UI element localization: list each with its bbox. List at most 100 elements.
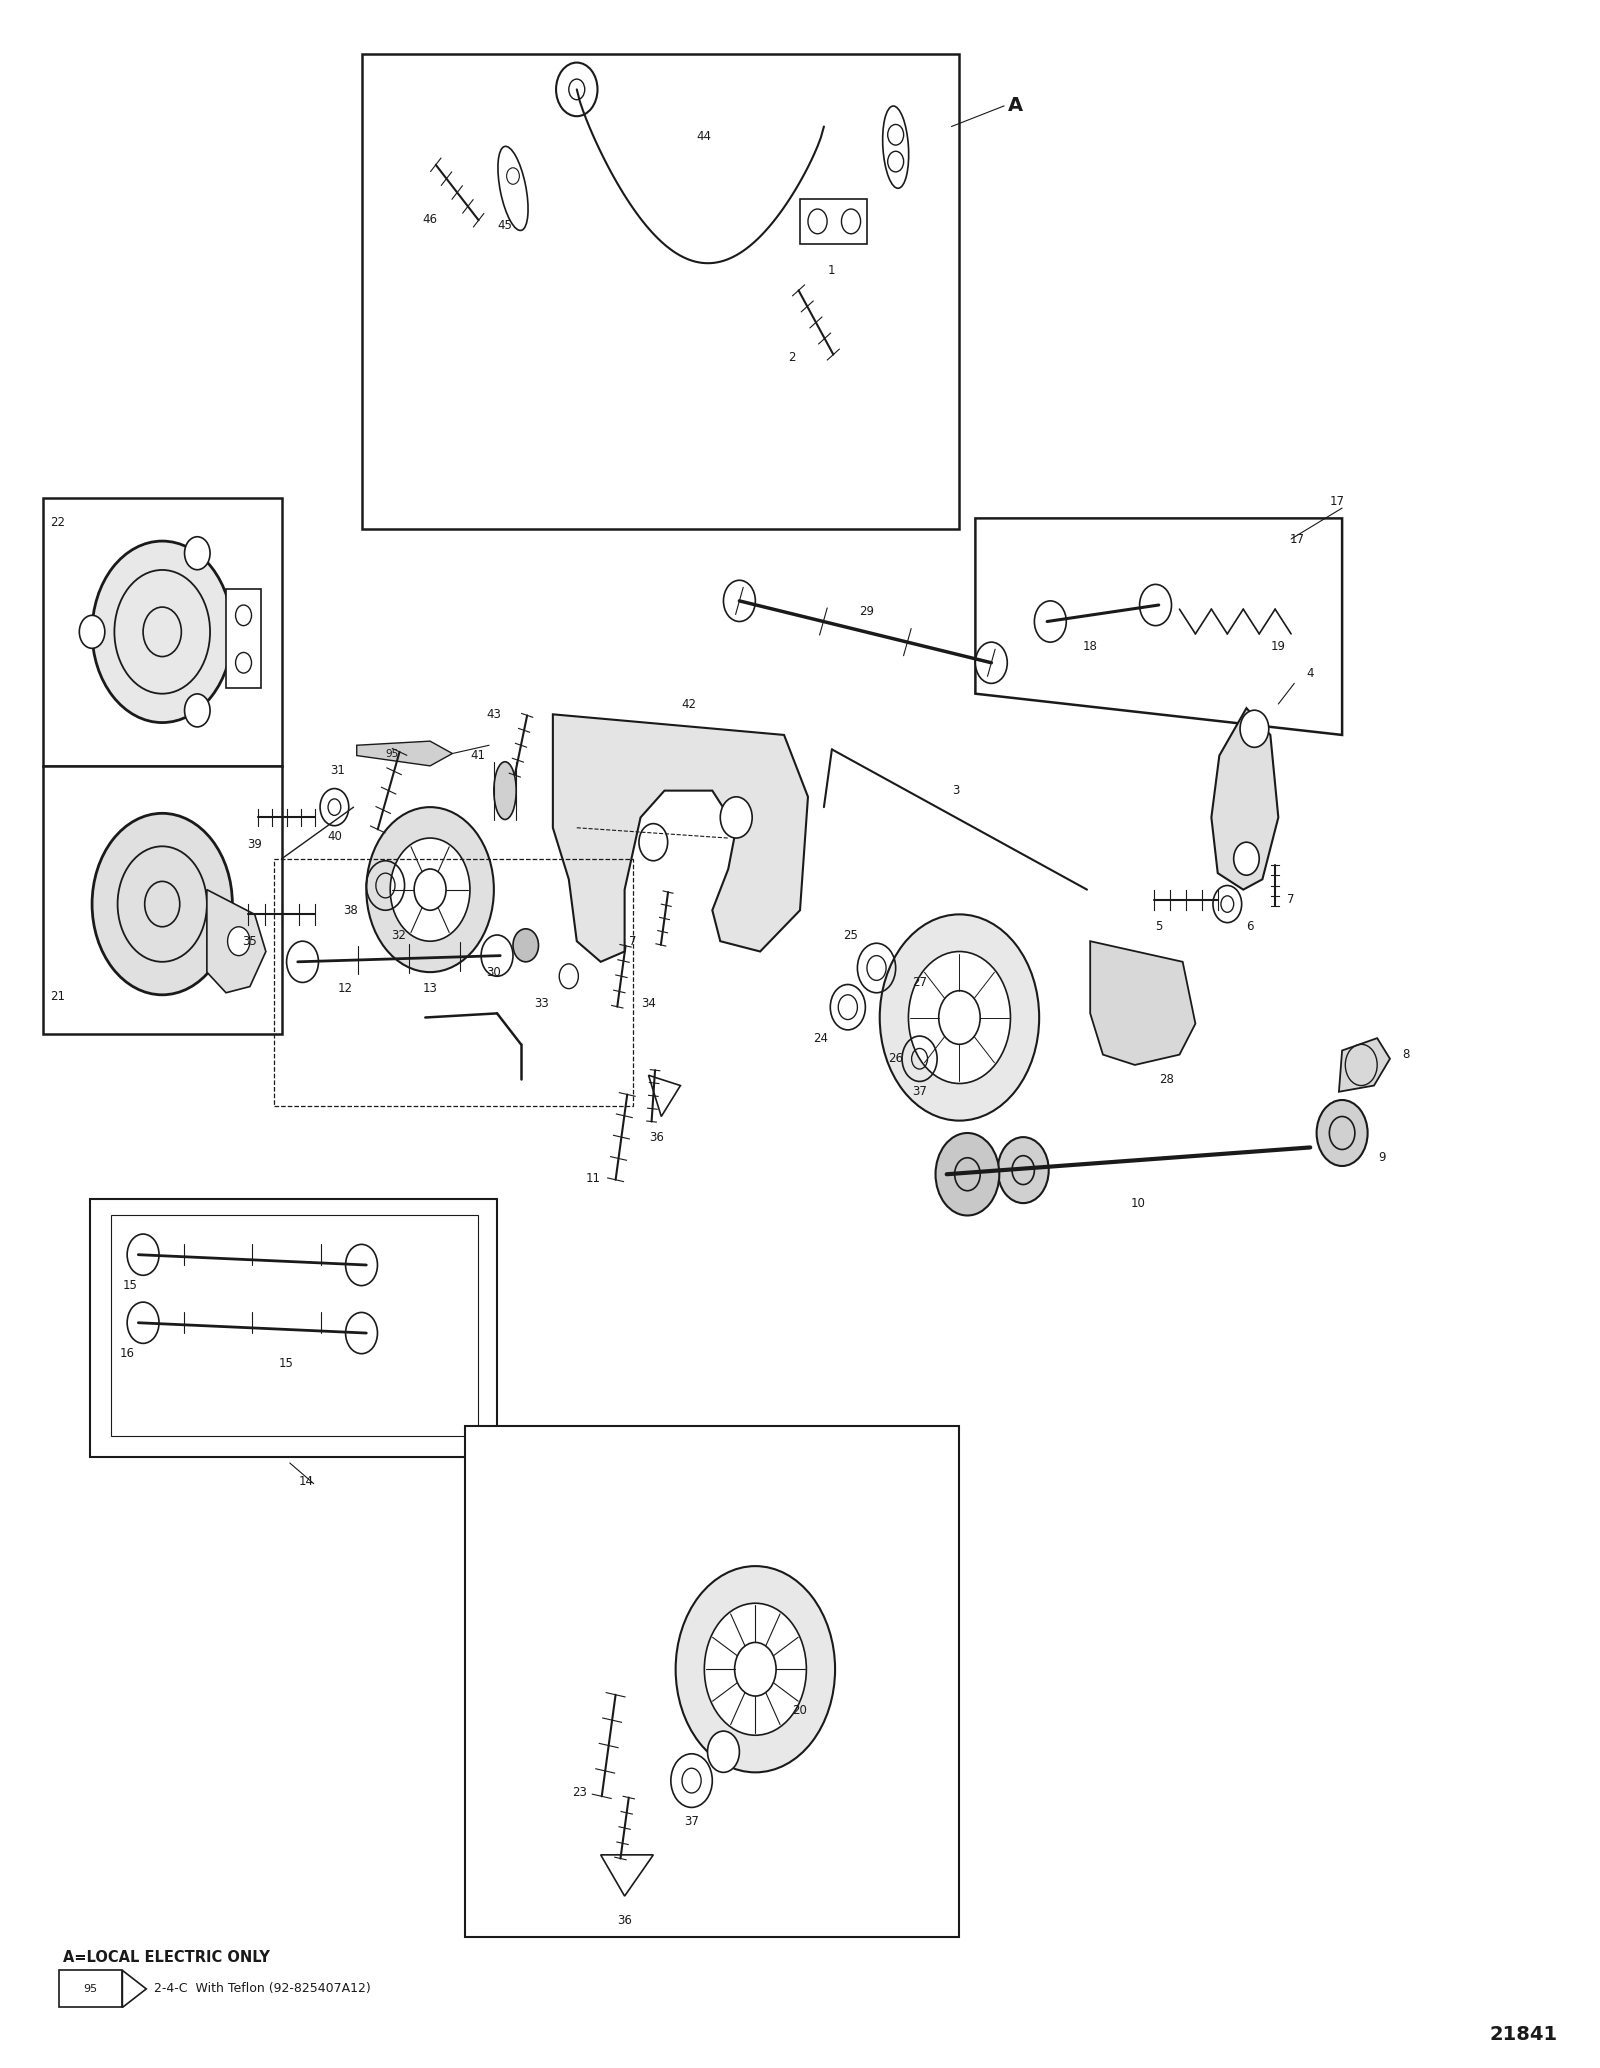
Circle shape	[1034, 602, 1066, 643]
Circle shape	[93, 813, 232, 995]
Circle shape	[557, 62, 597, 116]
Circle shape	[93, 542, 232, 722]
Text: 15: 15	[278, 1357, 294, 1371]
Text: 1: 1	[829, 265, 835, 277]
Text: 6: 6	[1246, 920, 1253, 933]
Text: 27: 27	[912, 976, 926, 989]
Bar	[362, 54, 960, 529]
Circle shape	[366, 807, 494, 972]
Text: 18: 18	[1083, 639, 1098, 653]
Polygon shape	[648, 1075, 680, 1117]
Text: 36: 36	[650, 1131, 664, 1144]
Circle shape	[723, 581, 755, 622]
Circle shape	[675, 1565, 835, 1772]
Ellipse shape	[498, 147, 528, 230]
Polygon shape	[1339, 1038, 1390, 1092]
Text: 19: 19	[1270, 639, 1286, 653]
Text: 41: 41	[470, 749, 485, 763]
Text: 16: 16	[120, 1346, 134, 1361]
Polygon shape	[554, 713, 808, 962]
Circle shape	[126, 1235, 158, 1276]
Text: 21: 21	[51, 991, 66, 1003]
Ellipse shape	[883, 105, 909, 188]
Text: 39: 39	[248, 838, 262, 850]
Circle shape	[346, 1245, 378, 1286]
Text: 17: 17	[1330, 496, 1346, 509]
Text: 31: 31	[330, 763, 346, 776]
Circle shape	[638, 823, 667, 860]
Text: 2: 2	[789, 352, 795, 364]
Text: 20: 20	[792, 1704, 808, 1716]
Text: 9: 9	[1378, 1152, 1386, 1164]
Text: 2-4-C  With Teflon (92-825407A12): 2-4-C With Teflon (92-825407A12)	[154, 1983, 371, 1996]
Text: 30: 30	[486, 966, 501, 978]
Polygon shape	[600, 1855, 653, 1896]
Text: 7: 7	[1288, 893, 1294, 906]
Circle shape	[286, 941, 318, 982]
Circle shape	[514, 929, 539, 962]
Polygon shape	[976, 519, 1342, 734]
Text: 37: 37	[912, 1086, 926, 1098]
Text: 10: 10	[1131, 1197, 1146, 1210]
Text: 14: 14	[298, 1474, 314, 1489]
Text: 37: 37	[685, 1816, 699, 1828]
Circle shape	[1240, 709, 1269, 747]
Text: 8: 8	[1402, 1048, 1410, 1061]
Bar	[274, 858, 632, 1106]
Text: 36: 36	[618, 1915, 632, 1927]
Text: 32: 32	[390, 929, 406, 941]
Polygon shape	[206, 889, 266, 993]
Polygon shape	[1090, 941, 1195, 1065]
Circle shape	[880, 914, 1038, 1121]
Text: 22: 22	[51, 517, 66, 529]
Circle shape	[184, 538, 210, 569]
Bar	[226, 589, 261, 687]
Circle shape	[184, 695, 210, 728]
Text: 15: 15	[123, 1280, 138, 1292]
Text: 35: 35	[243, 935, 258, 947]
Circle shape	[707, 1731, 739, 1772]
Circle shape	[390, 838, 470, 941]
Polygon shape	[466, 1425, 960, 1938]
Text: 23: 23	[573, 1787, 587, 1799]
Circle shape	[1234, 842, 1259, 875]
Bar	[59, 1971, 122, 2008]
Circle shape	[998, 1137, 1048, 1204]
Text: 21841: 21841	[1490, 2025, 1557, 2043]
Text: 42: 42	[682, 697, 696, 711]
Text: 44: 44	[698, 130, 712, 143]
Text: 40: 40	[326, 829, 342, 842]
Circle shape	[704, 1603, 806, 1735]
Circle shape	[936, 1133, 1000, 1216]
Circle shape	[560, 964, 578, 989]
Polygon shape	[122, 1971, 146, 2008]
Polygon shape	[91, 1199, 498, 1456]
Circle shape	[126, 1303, 158, 1344]
Circle shape	[227, 926, 250, 955]
Circle shape	[346, 1313, 378, 1355]
Text: 28: 28	[1160, 1073, 1174, 1086]
Circle shape	[909, 951, 1011, 1084]
Text: 25: 25	[843, 929, 859, 941]
Text: 46: 46	[422, 213, 437, 225]
Text: 26: 26	[888, 1053, 902, 1065]
Circle shape	[720, 796, 752, 838]
Text: 29: 29	[859, 604, 875, 618]
Polygon shape	[357, 740, 453, 765]
Text: 38: 38	[342, 904, 358, 916]
Text: 95: 95	[83, 1983, 98, 1994]
Text: 45: 45	[498, 219, 512, 232]
Ellipse shape	[494, 761, 517, 819]
Text: A: A	[1008, 97, 1022, 116]
Circle shape	[976, 643, 1008, 682]
Text: 11: 11	[586, 1173, 600, 1185]
Text: 34: 34	[642, 997, 656, 1009]
Text: 12: 12	[338, 982, 354, 995]
Bar	[43, 765, 282, 1034]
Text: 13: 13	[422, 982, 437, 995]
Text: 24: 24	[813, 1032, 829, 1044]
Circle shape	[482, 935, 514, 976]
Text: 7: 7	[629, 935, 637, 947]
Polygon shape	[1211, 707, 1278, 889]
Circle shape	[1317, 1100, 1368, 1166]
